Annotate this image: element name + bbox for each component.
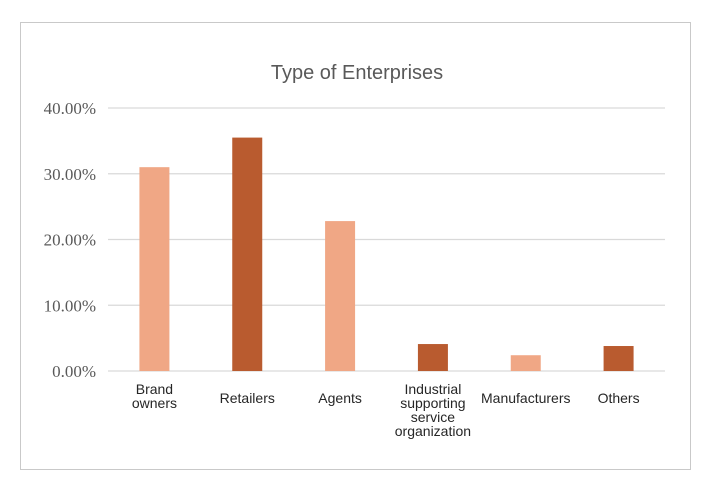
x-axis-ticks: Brand owners Retailers Agents Industrial supp… — [132, 381, 640, 439]
bar — [510, 355, 541, 371]
chart-frame — [20, 22, 691, 470]
bar — [417, 344, 448, 371]
x-tick-label: Manufacturers — [481, 390, 570, 406]
x-tick-label: Industrial supporting service organization — [395, 381, 471, 439]
bar — [325, 221, 356, 371]
y-tick-label: 30.00% — [44, 165, 96, 184]
x-tick-label: Brand owners — [132, 381, 177, 411]
y-tick-label: 0.00% — [52, 362, 96, 381]
y-tick-label: 20.00% — [44, 231, 96, 250]
x-tick-label: Agents — [318, 390, 362, 406]
bar — [232, 137, 263, 371]
gridlines — [108, 107, 665, 372]
x-tick-label: Retailers — [220, 390, 275, 406]
y-tick-label: 40.00% — [44, 99, 96, 118]
chart-title: Type of Enterprises — [271, 62, 443, 84]
x-tick-label: Others — [598, 390, 640, 406]
y-tick-label: 10.00% — [44, 296, 96, 315]
bar — [139, 167, 170, 371]
y-axis-ticks: 0.00% 10.00% 20.00% 30.00% 40.00% — [44, 99, 96, 381]
bar — [603, 346, 634, 371]
bars — [139, 137, 634, 371]
